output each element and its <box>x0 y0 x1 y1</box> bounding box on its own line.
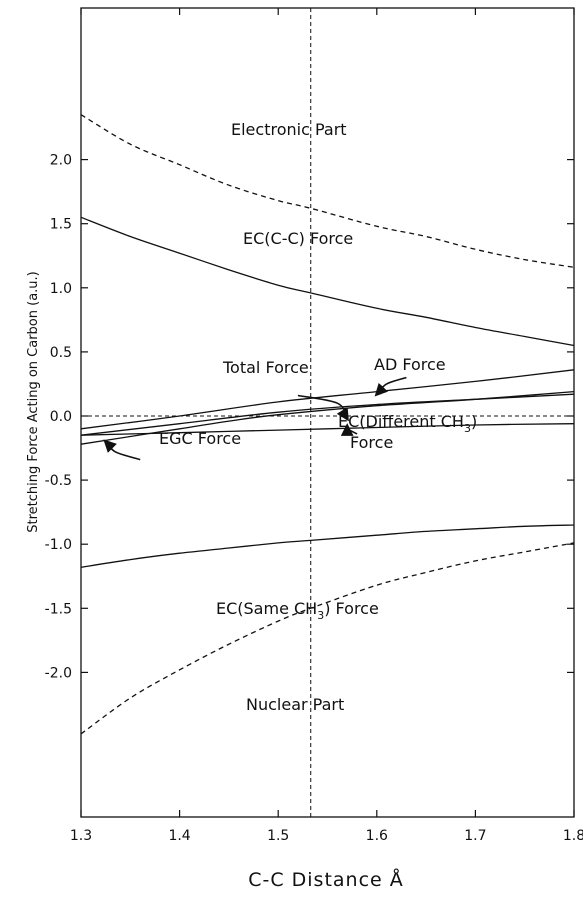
x-tick-label: 1.7 <box>464 828 486 844</box>
y-tick-label: 0.5 <box>50 345 72 361</box>
series-line-nuclear <box>80 542 575 735</box>
annotation-ec-same-ch3-force: EC(Same CH3) Force <box>216 599 379 622</box>
y-tick-label: -1.5 <box>45 601 72 617</box>
plot-frame <box>80 7 575 818</box>
y-tick-label: -0.5 <box>45 473 72 489</box>
annotation-ec-cc-force: EC(C-C) Force <box>243 229 353 248</box>
x-tick-label: 1.6 <box>366 828 388 844</box>
series-line-ec-same-ch3 <box>80 524 575 568</box>
annotation-ec-different-ch3-text: EC(Different CH <box>338 412 464 431</box>
annotation-total-force: Total Force <box>222 358 309 377</box>
annotation-ec-same-ch3-text: EC(Same CH <box>216 599 317 618</box>
series-line-electronic <box>80 114 575 268</box>
y-tick-label: 1.5 <box>50 217 72 233</box>
leader-arrow-ec-different-ch3 <box>340 423 358 436</box>
leader-arrow-total-force <box>297 394 349 422</box>
y-tick-label: 0.0 <box>50 409 72 425</box>
reference-lines <box>81 8 574 817</box>
annotation-ad-force: AD Force <box>374 355 446 374</box>
series-lines <box>80 114 575 735</box>
annotation-ec-same-ch3-tail: ) Force <box>324 599 379 618</box>
leader-arrow-ad-force <box>374 376 407 397</box>
annotation-egc-force: EGC Force <box>159 429 241 448</box>
x-tick-label: 1.4 <box>168 828 190 844</box>
x-tick-label: 1.5 <box>267 828 289 844</box>
series-line-egc <box>80 390 575 445</box>
x-tick-label: 1.3 <box>70 828 92 844</box>
axis-ticks: 2.0 1.5 1.0 0.5 0.0 -0.5 -1.0 -1.5 -2.0 1.3 1.4 1.5… <box>45 8 583 844</box>
series-line-ad <box>80 369 575 430</box>
annotation-ec-different-ch3-force: EC(Different CH3) <box>338 412 477 435</box>
annotation-ec-different-ch3-line2: Force <box>350 433 393 452</box>
annotation-ec-different-ch3-subscript: 3 <box>464 422 471 435</box>
series-line-ec-different-ch3 <box>80 423 575 436</box>
y-tick-label: 2.0 <box>50 153 72 169</box>
series-line-ec-cc <box>80 216 575 347</box>
annotation-nuclear-part: Nuclear Part <box>246 695 344 714</box>
y-tick-label: -1.0 <box>45 537 72 553</box>
annotation-ec-same-ch3-subscript: 3 <box>317 609 324 622</box>
annotation-ec-different-ch3-tail: ) <box>471 412 477 431</box>
y-tick-label: 1.0 <box>50 281 72 297</box>
y-tick-label: -2.0 <box>45 665 72 681</box>
x-axis-label: C-C Distance Å <box>248 868 404 891</box>
annotation-electronic-part: Electronic Part <box>231 120 347 139</box>
x-tick-label: 1.8 <box>563 828 583 844</box>
y-axis-label: Stretching Force Acting on Carbon (a.u.) <box>26 271 41 532</box>
annotation-arrows <box>103 376 407 461</box>
leader-arrow-egc-force <box>103 439 141 461</box>
